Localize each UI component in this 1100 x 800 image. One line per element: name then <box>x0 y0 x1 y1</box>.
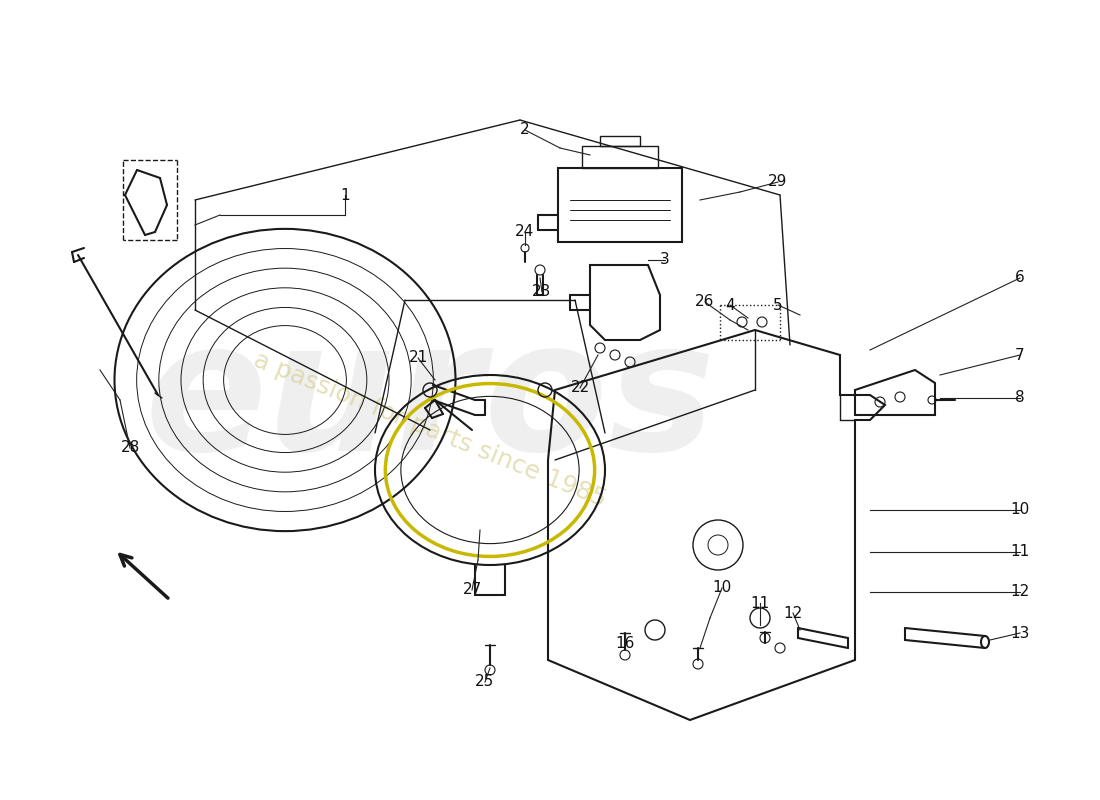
Text: 16: 16 <box>615 635 635 650</box>
Text: 12: 12 <box>783 606 803 621</box>
Text: 21: 21 <box>408 350 428 366</box>
Text: 10: 10 <box>713 581 732 595</box>
Text: 11: 11 <box>1011 545 1030 559</box>
Text: a passion for parts since 1985: a passion for parts since 1985 <box>250 348 609 512</box>
Text: 28: 28 <box>120 441 140 455</box>
Text: 10: 10 <box>1011 502 1030 518</box>
Text: 6: 6 <box>1015 270 1025 286</box>
Text: 24: 24 <box>516 225 535 239</box>
Text: 12: 12 <box>1011 585 1030 599</box>
Text: 7: 7 <box>1015 347 1025 362</box>
Text: 11: 11 <box>750 595 770 610</box>
Text: 25: 25 <box>475 674 495 690</box>
Text: 5: 5 <box>773 298 783 313</box>
Text: 13: 13 <box>1010 626 1030 641</box>
Text: 29: 29 <box>768 174 788 190</box>
Text: 3: 3 <box>660 253 670 267</box>
Text: 27: 27 <box>462 582 482 598</box>
Text: 2: 2 <box>520 122 530 138</box>
Text: 1: 1 <box>340 187 350 202</box>
Text: 8: 8 <box>1015 390 1025 406</box>
Text: 26: 26 <box>695 294 715 310</box>
Text: euros: euros <box>144 312 716 488</box>
Text: 4: 4 <box>725 298 735 313</box>
Text: 22: 22 <box>571 381 590 395</box>
Text: 23: 23 <box>532 285 552 299</box>
